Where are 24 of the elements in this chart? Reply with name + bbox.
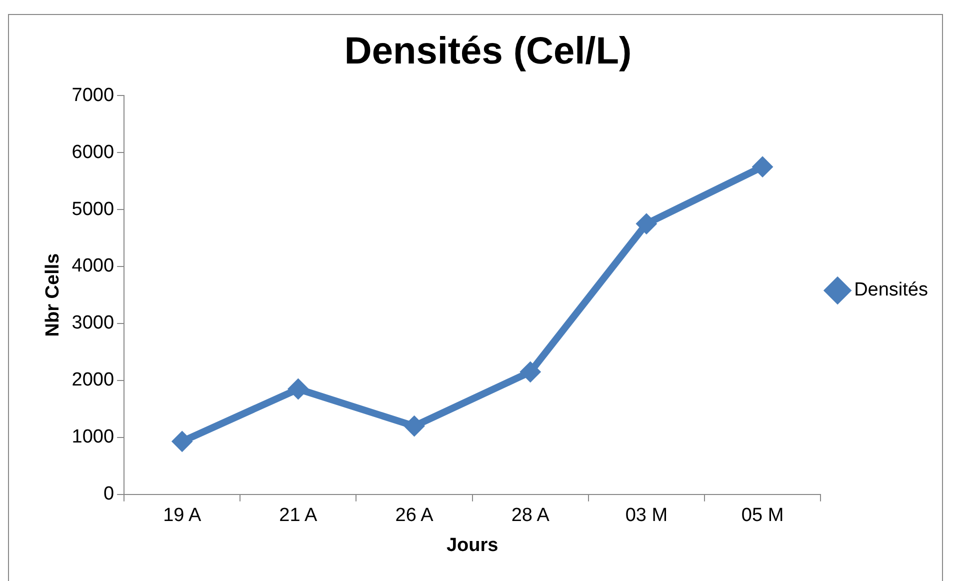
point — [636, 213, 657, 234]
y-tick-label: 4000 — [72, 256, 114, 277]
x-tick-label: 28 A — [511, 505, 550, 526]
x-axis-title: Jours — [446, 534, 498, 556]
x-tick-label: 21 A — [279, 505, 318, 526]
point — [752, 156, 774, 178]
x-tick-label: 05 M — [741, 505, 784, 526]
x-tick-label: 19 A — [163, 505, 202, 526]
y-axis-title: Nbr Cells — [42, 253, 64, 337]
y-tick-label: 7000 — [72, 84, 114, 106]
y-tick-label: 5000 — [72, 198, 114, 220]
point — [172, 430, 193, 452]
legend-label: Densités — [854, 280, 928, 301]
y-tick-label: 0 — [103, 484, 114, 505]
y-tick-label: 3000 — [72, 312, 114, 334]
point — [404, 416, 425, 437]
x-tick-label: 26 A — [395, 505, 434, 526]
y-tick-label: 2000 — [72, 370, 114, 391]
point — [520, 361, 541, 382]
y-tick-label: 6000 — [72, 142, 114, 163]
chart-title: Densités (Cel/L) — [344, 30, 632, 72]
point — [288, 378, 309, 400]
x-tick-label: 03 M — [625, 505, 668, 526]
y-tick-label: 1000 — [72, 426, 114, 448]
